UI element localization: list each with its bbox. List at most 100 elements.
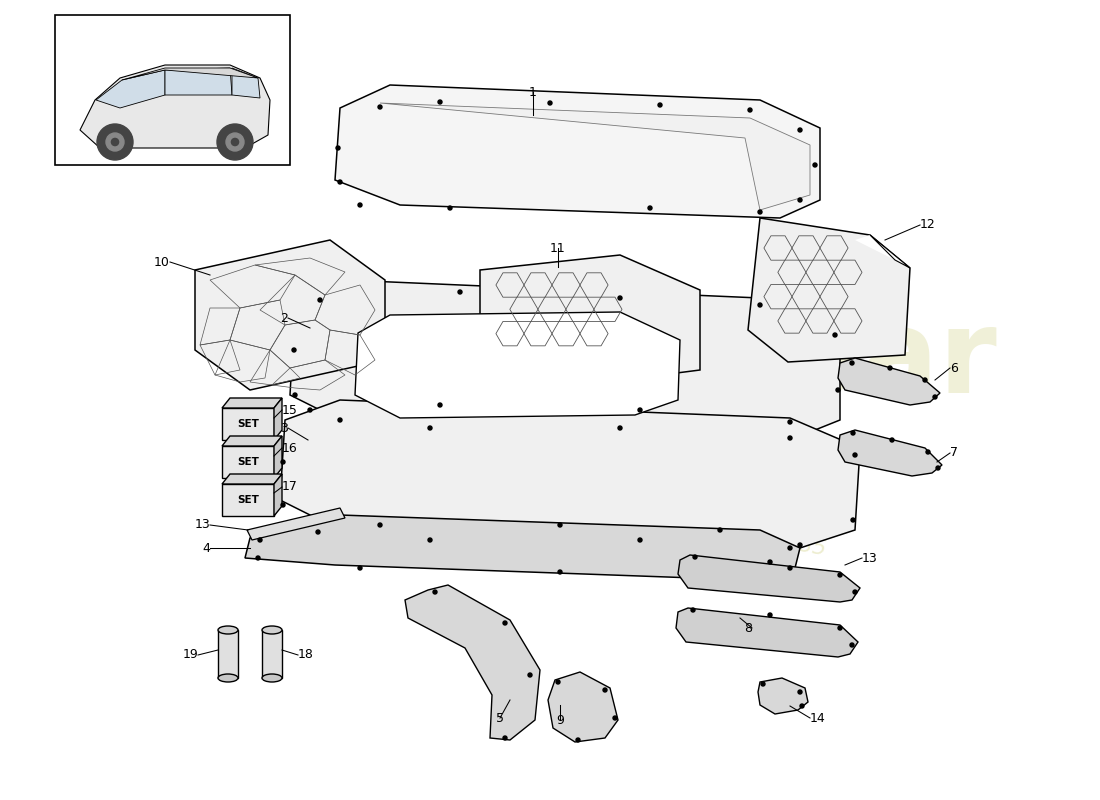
Circle shape xyxy=(788,420,792,424)
Circle shape xyxy=(850,643,854,647)
Circle shape xyxy=(258,538,262,542)
Text: eurospar: eurospar xyxy=(403,302,998,418)
Circle shape xyxy=(280,460,285,464)
Text: 13: 13 xyxy=(195,518,210,531)
Circle shape xyxy=(788,436,792,440)
Text: 2: 2 xyxy=(280,311,288,325)
Ellipse shape xyxy=(262,674,282,682)
Polygon shape xyxy=(222,474,282,484)
Text: 7: 7 xyxy=(950,446,958,459)
Circle shape xyxy=(358,203,362,207)
Polygon shape xyxy=(379,103,810,210)
Circle shape xyxy=(813,163,817,167)
Circle shape xyxy=(97,124,133,160)
Circle shape xyxy=(556,680,560,684)
Circle shape xyxy=(226,133,244,151)
Circle shape xyxy=(528,673,532,677)
Polygon shape xyxy=(232,68,260,98)
Circle shape xyxy=(800,704,804,708)
Circle shape xyxy=(433,590,437,594)
Text: 5: 5 xyxy=(496,711,504,725)
Circle shape xyxy=(768,613,772,617)
Ellipse shape xyxy=(218,674,238,682)
Polygon shape xyxy=(195,240,385,390)
Text: SET: SET xyxy=(238,419,258,429)
Circle shape xyxy=(923,378,927,382)
Polygon shape xyxy=(165,68,232,95)
Circle shape xyxy=(217,124,253,160)
Circle shape xyxy=(638,538,642,542)
Text: 3: 3 xyxy=(280,422,288,434)
Circle shape xyxy=(438,100,442,104)
Circle shape xyxy=(576,738,580,742)
Polygon shape xyxy=(274,398,282,440)
Circle shape xyxy=(308,408,312,412)
Polygon shape xyxy=(248,508,345,540)
Circle shape xyxy=(503,736,507,740)
Circle shape xyxy=(768,560,772,564)
Circle shape xyxy=(798,543,802,547)
Circle shape xyxy=(798,128,802,132)
Text: 6: 6 xyxy=(950,362,958,374)
Circle shape xyxy=(603,688,607,692)
Circle shape xyxy=(693,555,697,559)
Circle shape xyxy=(691,608,695,612)
Circle shape xyxy=(748,108,752,112)
Circle shape xyxy=(613,716,617,720)
Polygon shape xyxy=(96,70,165,108)
Circle shape xyxy=(761,682,764,686)
Circle shape xyxy=(458,290,462,294)
Circle shape xyxy=(338,418,342,422)
Text: 12: 12 xyxy=(920,218,936,231)
Text: SET: SET xyxy=(238,495,258,505)
Circle shape xyxy=(558,523,562,527)
Circle shape xyxy=(231,138,239,146)
Circle shape xyxy=(106,133,124,151)
Circle shape xyxy=(838,573,842,577)
Polygon shape xyxy=(274,436,282,478)
Circle shape xyxy=(292,348,296,352)
Polygon shape xyxy=(548,672,618,742)
Polygon shape xyxy=(245,515,800,580)
Polygon shape xyxy=(838,430,942,476)
Polygon shape xyxy=(405,585,540,740)
Circle shape xyxy=(718,528,722,532)
Circle shape xyxy=(558,570,562,574)
Text: 16: 16 xyxy=(282,442,298,454)
Circle shape xyxy=(851,431,855,435)
Polygon shape xyxy=(218,630,238,678)
Text: 15: 15 xyxy=(282,403,298,417)
Ellipse shape xyxy=(262,626,282,634)
Text: 10: 10 xyxy=(154,255,170,269)
Polygon shape xyxy=(480,255,700,388)
Polygon shape xyxy=(758,678,808,714)
Circle shape xyxy=(851,518,855,522)
Polygon shape xyxy=(222,446,274,478)
Text: 19: 19 xyxy=(183,649,198,662)
Polygon shape xyxy=(222,408,274,440)
Polygon shape xyxy=(274,474,282,516)
Circle shape xyxy=(338,180,342,184)
Circle shape xyxy=(378,523,382,527)
Circle shape xyxy=(316,530,320,534)
Circle shape xyxy=(852,453,857,457)
Text: 13: 13 xyxy=(862,551,878,565)
Text: 17: 17 xyxy=(282,481,298,494)
Circle shape xyxy=(438,403,442,407)
Circle shape xyxy=(758,210,762,214)
Text: 18: 18 xyxy=(298,649,314,662)
Polygon shape xyxy=(678,555,860,602)
Polygon shape xyxy=(676,608,858,657)
Circle shape xyxy=(428,538,432,542)
Circle shape xyxy=(798,198,802,202)
Circle shape xyxy=(758,303,762,307)
Circle shape xyxy=(890,438,894,442)
Polygon shape xyxy=(355,312,680,418)
Polygon shape xyxy=(80,65,270,148)
Text: 9: 9 xyxy=(557,714,564,726)
Text: 4: 4 xyxy=(202,542,210,554)
Circle shape xyxy=(936,466,940,470)
Polygon shape xyxy=(222,398,282,408)
Circle shape xyxy=(658,103,662,107)
Circle shape xyxy=(838,626,842,630)
